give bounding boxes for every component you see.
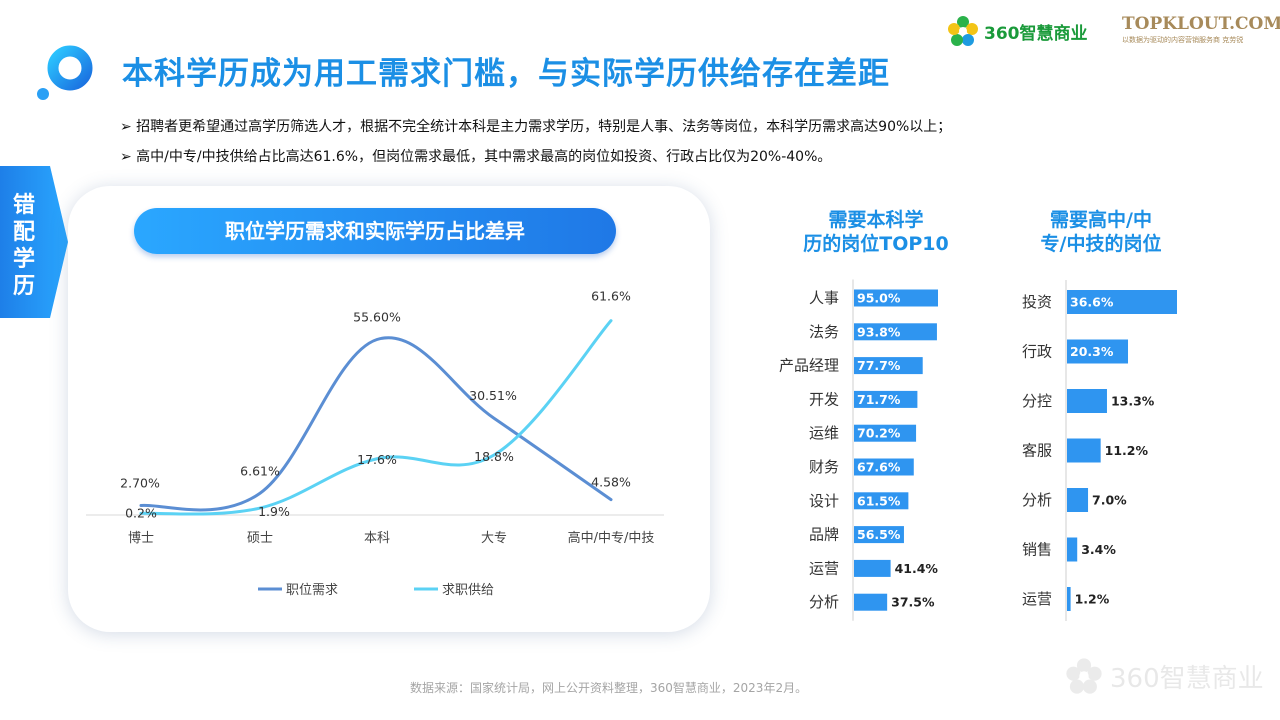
bar-category-label: 投资 [1022, 293, 1052, 311]
flower-icon [948, 16, 978, 46]
bar-value-label: 41.4% [895, 561, 939, 576]
line-chart-card [68, 186, 710, 632]
bar-category-label: 品牌 [809, 526, 839, 544]
bar [1067, 587, 1071, 611]
brand-topklout-logo: TOPKLOUT.COM 以数据为驱动的内容营销服务商 克劳锐 [1122, 14, 1280, 48]
brand-360-text: 360智慧商业 [984, 23, 1088, 44]
page-title: 本科学历成为用工需求门槛，与实际学历供给存在差距 [122, 56, 890, 92]
bar-value-label: 93.8% [857, 324, 901, 339]
bar [854, 357, 923, 375]
bar-category-label: 行政 [1022, 343, 1052, 361]
bar-category-label: 人事 [809, 289, 839, 307]
data-label: 55.60% [353, 310, 401, 325]
bar-category-label: 分析 [809, 593, 839, 611]
side-tab-label: 错配学历 [12, 193, 35, 299]
bar-value-label: 37.5% [891, 595, 935, 610]
line-chart-title: 职位学历需求和实际学历占比差异 [134, 208, 616, 254]
bar-chart-2-title: 需要高中/中 专/中技的岗位 [1040, 209, 1162, 255]
flower-icon [1066, 658, 1102, 694]
data-label: 17.6% [357, 452, 397, 467]
bar-category-label: 运维 [809, 424, 839, 442]
bar-value-label: 20.3% [1070, 344, 1114, 359]
watermark-logo: 360智慧商业 [1064, 656, 1264, 696]
bar [854, 390, 918, 408]
legend-label: 求职供给 [442, 583, 494, 598]
bar-category-label: 客服 [1022, 442, 1052, 460]
data-label: 0.2% [125, 505, 157, 520]
brand-topklout-tagline: 以数据为驱动的内容营销服务商 [1122, 36, 1220, 44]
bullet-item: ➢ 高中/中专/中技供给占比高达61.6%，但岗位需求最低，其中需求最高的岗位如… [120, 149, 832, 165]
bar-category-label: 产品经理 [779, 357, 839, 375]
bar-value-label: 11.2% [1105, 443, 1149, 458]
bar-category-label: 分控 [1022, 392, 1052, 410]
bullet-item: ➢ 招聘者更希望通过高学历筛选人才，根据不完全统计本科是主力需求学历，特别是人事… [120, 119, 952, 135]
bar-chart-1-title: 需要本科学 历的岗位TOP10 [803, 209, 949, 255]
data-label: 18.8% [474, 449, 514, 464]
bar [1067, 537, 1078, 562]
x-tick-label: 硕士 [247, 531, 273, 546]
x-tick-label: 大专 [481, 531, 507, 546]
bar-category-label: 销售 [1022, 541, 1052, 559]
legend-label: 职位需求 [286, 583, 338, 598]
bar [854, 458, 914, 476]
bullet-list: ➢ 招聘者更希望通过高学历筛选人才，根据不完全统计本科是主力需求学历，特别是人事… [120, 112, 951, 172]
data-label: 1.9% [258, 504, 290, 519]
bar-category-label: 运营 [809, 559, 839, 577]
data-label: 61.6% [591, 289, 631, 304]
bar [1067, 438, 1101, 463]
bar-value-label: 67.6% [857, 460, 901, 475]
bar [1067, 389, 1107, 413]
bar-category-label: 分析 [1022, 491, 1052, 509]
data-label: 2.70% [120, 476, 160, 491]
bar [854, 289, 938, 307]
bar-value-label: 71.7% [857, 392, 901, 407]
watermark-text: 360智慧商业 [1110, 663, 1264, 694]
bar-value-label: 1.2% [1075, 592, 1110, 607]
bar-category-label: 法务 [809, 323, 839, 341]
brand-topklout-sub: 克劳锐 [1222, 36, 1244, 44]
bar [854, 559, 891, 577]
bar-value-label: 7.0% [1092, 493, 1127, 508]
data-label: 30.51% [469, 388, 517, 403]
x-tick-label: 本科 [364, 531, 390, 546]
x-tick-label: 博士 [128, 531, 154, 546]
bar-category-label: 开发 [809, 390, 839, 408]
side-tab-arrow-shape [0, 166, 68, 318]
x-tick-label: 高中/中专/中技 [568, 530, 655, 546]
brand-360-logo: 360智慧商业 [946, 14, 1088, 48]
bar-value-label: 61.5% [857, 493, 901, 508]
bar [1067, 290, 1177, 314]
bar-category-label: 设计 [809, 492, 839, 510]
data-label: 4.58% [591, 475, 631, 490]
bar [1067, 488, 1089, 512]
bar-category-label: 运营 [1022, 590, 1052, 608]
bar-value-label: 77.7% [857, 358, 901, 373]
bar-value-label: 56.5% [857, 527, 901, 542]
logo-ring-icon [37, 45, 93, 100]
bar [854, 323, 937, 341]
bar-category-label: 财务 [809, 458, 839, 476]
side-tab: 错配学历 [0, 166, 70, 318]
bar-value-label: 95.0% [857, 291, 901, 306]
bar-value-label: 3.4% [1081, 542, 1116, 557]
series-line-demand [139, 336, 613, 512]
series-line-supply [139, 319, 613, 516]
source-note: 数据来源：国家统计局，网上公开资料整理，360智慧商业，2023年2月。 [410, 681, 808, 695]
bar [854, 492, 909, 510]
data-label: 6.61% [240, 463, 280, 478]
bar-value-label: 13.3% [1111, 394, 1155, 409]
brand-topklout-text: TOPKLOUT.COM [1122, 14, 1280, 34]
bar [854, 526, 904, 544]
bar [1067, 339, 1129, 364]
bar [854, 593, 888, 611]
bar [854, 424, 917, 442]
bar-value-label: 70.2% [857, 426, 901, 441]
bar-value-label: 36.6% [1070, 295, 1114, 310]
